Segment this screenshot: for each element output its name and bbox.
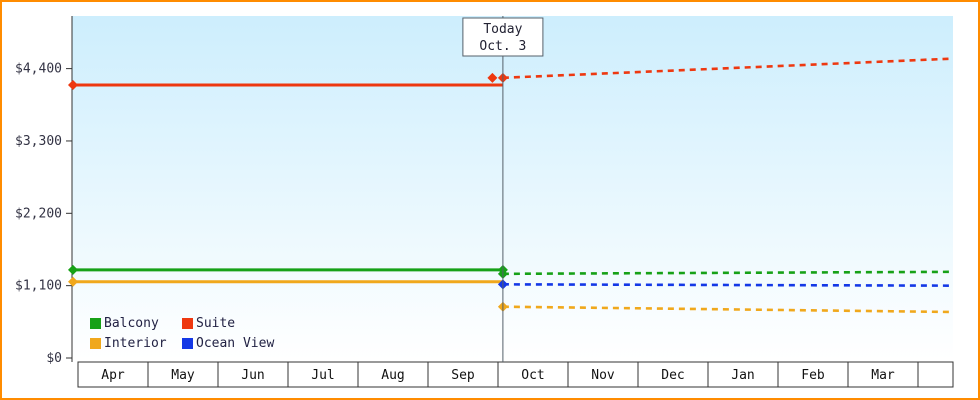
price-marker-balcony <box>68 264 78 275</box>
legend-item-balcony: Balcony <box>90 316 182 331</box>
legend-swatch-ocean-view <box>182 337 193 349</box>
price-marker-suite <box>68 80 78 91</box>
legend-label: Interior <box>104 335 167 351</box>
legend-item-suite: Suite <box>182 316 274 331</box>
month-label: Sep <box>451 368 475 383</box>
series-forecast-interior <box>502 305 950 314</box>
month-label: Apr <box>101 368 125 383</box>
legend: Balcony Suite Interior Ocean View <box>90 313 274 353</box>
month-cell-mar <box>847 361 919 388</box>
plot-area <box>72 16 953 360</box>
month-cell-apr <box>77 361 149 388</box>
series-forecast-ocean-view <box>502 283 950 287</box>
y-tick-label: $4,400 <box>15 62 62 77</box>
month-cell-may <box>147 361 219 388</box>
month-label: Mar <box>871 368 895 383</box>
series-forecast-balcony <box>502 270 950 276</box>
month-cell-oct <box>497 361 569 388</box>
legend-swatch-interior <box>90 337 101 349</box>
month-cell-nov <box>567 361 639 388</box>
y-axis: $0 $1,100 $2,200 $3,300 $4,400 <box>15 16 73 366</box>
today-marker: Today Oct. 3 <box>462 16 544 362</box>
month-label: Jul <box>311 368 334 383</box>
month-label: Jan <box>731 368 754 383</box>
legend-item-ocean-view: Ocean View <box>182 336 274 351</box>
month-cell-jun <box>217 361 289 388</box>
price-marker-interior <box>68 276 78 287</box>
price-series-lines <box>68 57 950 314</box>
y-tick-label: $0 <box>46 351 62 366</box>
y-tick-label: $3,300 <box>15 134 62 149</box>
plot-background <box>72 16 953 360</box>
month-cell-sep <box>427 361 499 388</box>
series-forecast-suite <box>502 57 950 80</box>
today-label: Today <box>483 22 522 37</box>
month-cell-feb <box>777 361 849 388</box>
x-axis-month-row: Apr May Jun Jul Aug Sep Oct Nov Dec Jan Feb Mar <box>77 361 954 388</box>
month-label: Feb <box>801 368 825 383</box>
month-label: Dec <box>661 368 684 383</box>
legend-item-interior: Interior <box>90 336 182 351</box>
today-date-label: Oct. 3 <box>479 39 526 54</box>
y-tick-label: $1,100 <box>15 279 62 294</box>
month-label: May <box>171 368 195 383</box>
legend-label: Ocean View <box>196 335 275 351</box>
month-label: Oct <box>521 368 544 383</box>
month-label: Nov <box>591 368 615 383</box>
legend-swatch-suite <box>182 317 193 329</box>
y-tick-label: $2,200 <box>15 206 62 221</box>
month-label: Jun <box>241 368 264 383</box>
legend-swatch-balcony <box>90 317 101 329</box>
today-label-box <box>462 17 544 57</box>
legend-label: Suite <box>196 315 236 331</box>
month-cell-empty <box>917 361 954 388</box>
legend-label: Balcony <box>104 315 159 331</box>
price-marker-suite <box>487 72 498 83</box>
month-label: Aug <box>381 368 404 383</box>
month-cell-jan <box>707 361 779 388</box>
